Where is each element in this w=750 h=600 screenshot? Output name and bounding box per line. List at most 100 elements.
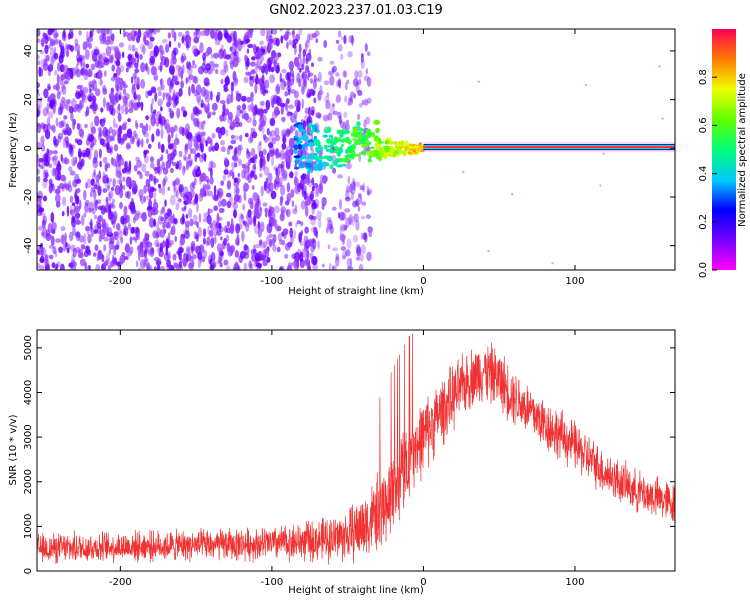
- spectrogram-cell: [218, 223, 222, 229]
- spectrogram-cell: [158, 45, 162, 54]
- spectrogram-cell: [366, 135, 371, 139]
- spectrogram-cell: [373, 119, 381, 125]
- spectrogram-cell: [52, 124, 56, 133]
- spectrogram-cell: [144, 149, 150, 154]
- spectrogram-cell: [313, 74, 317, 82]
- spectrogram-cell: [168, 107, 172, 113]
- spectrogram-cell: [293, 229, 296, 240]
- spectrogram-cell: [293, 38, 299, 45]
- spectrogram-cell: [153, 175, 157, 186]
- spectrogram-cell: [309, 78, 314, 84]
- spectrogram-cell: [243, 244, 248, 251]
- spectrogram-cell: [136, 101, 142, 108]
- spectrogram-cell: [286, 29, 290, 35]
- snr-y-label: SNR (10 * v/v): [8, 414, 19, 485]
- spectrogram-cell: [39, 258, 45, 264]
- spectrogram-cell: [159, 216, 165, 222]
- spectrogram-cell: [299, 161, 305, 166]
- spectrogram-cell: [262, 259, 268, 267]
- spectrogram-cell: [64, 232, 67, 243]
- spectrogram-y-label: Frequency (Hz): [8, 112, 19, 188]
- spectrogram-cell: [263, 63, 267, 69]
- spectrogram-cell: [259, 141, 262, 146]
- spectrogram-cell: [153, 45, 159, 57]
- spectrogram-cell: [353, 93, 356, 99]
- spectrogram-cell: [166, 123, 171, 134]
- spectrogram-cell: [243, 245, 250, 256]
- spectrogram-cell: [248, 260, 252, 269]
- spectrogram-cell: [94, 115, 100, 127]
- spectrogram-cell: [41, 231, 45, 237]
- spectrogram-cell: [241, 103, 247, 111]
- spectrogram-cell: [359, 253, 364, 262]
- spectrogram-cell: [54, 32, 59, 38]
- spectrogram-cell: [182, 261, 188, 266]
- spectrogram-cell: [37, 175, 41, 183]
- spectrogram-cell: [108, 177, 113, 183]
- spectrogram-cell: [288, 82, 293, 87]
- spectrogram-cell: [363, 232, 368, 243]
- spectrogram-cell: [175, 74, 179, 85]
- spectrogram-cell: [266, 29, 271, 35]
- spectrogram-cell: [335, 72, 340, 77]
- spectrogram-cell: [37, 29, 41, 37]
- spectrogram-cell: [211, 102, 218, 111]
- spectrogram-cell: [46, 148, 50, 155]
- spectrogram-cell: [38, 207, 45, 213]
- spectrogram-cell: [75, 69, 82, 78]
- spectrogram-cell: [160, 51, 164, 62]
- spectrogram-cell: [246, 150, 251, 160]
- spectrogram-cell: [274, 127, 280, 137]
- spectrogram-cell: [151, 98, 154, 105]
- spectrogram-cell: [119, 201, 123, 210]
- spectrogram-cell: [86, 178, 92, 189]
- spectrogram-cell: [102, 224, 107, 234]
- spectrogram-cell: [167, 232, 171, 243]
- spectrogram-cell: [357, 206, 361, 213]
- spectrogram-cell: [355, 256, 361, 261]
- spectrogram-cell: [97, 185, 101, 190]
- spectrogram-cell: [41, 219, 46, 229]
- spectrogram-cell: [185, 35, 192, 44]
- spectrogram-cell: [191, 63, 197, 69]
- y-tick-label: 4000: [23, 380, 34, 405]
- spectrogram-cell: [37, 249, 40, 255]
- spectrogram-cell: [185, 77, 188, 85]
- spectrogram-cell: [271, 156, 274, 167]
- spectrogram-cell: [88, 207, 92, 214]
- spectrogram-cell: [302, 120, 306, 130]
- spectrogram-cell: [48, 254, 54, 260]
- spectrogram-cell: [239, 134, 243, 142]
- spectrogram-cell: [255, 244, 261, 249]
- spectrogram-cell: [280, 80, 286, 91]
- spectrogram-cell: [337, 212, 341, 219]
- spectrogram-cell: [159, 78, 163, 85]
- spectrogram-cell: [252, 75, 256, 83]
- spectrogram-cell: [217, 30, 223, 41]
- spectrogram-cell: [161, 161, 165, 171]
- spectrogram-cell: [170, 167, 174, 174]
- spectrogram-cell: [346, 238, 352, 249]
- spectrogram-cell: [250, 91, 255, 98]
- spectrogram-cell: [39, 164, 43, 169]
- spectrogram-cell: [332, 103, 335, 108]
- spectrogram-cell: [233, 177, 238, 183]
- spectrogram-cell: [292, 29, 295, 40]
- spectrogram-cell: [157, 164, 162, 176]
- spectrogram-cell: [174, 80, 179, 85]
- spectrogram-cell: [278, 163, 284, 169]
- spectrogram-cell: [347, 266, 354, 270]
- spectrogram-cell: [47, 64, 54, 72]
- spectrogram-cell: [37, 99, 43, 110]
- spectrogram-cell: [291, 200, 295, 208]
- spectrogram-cell: [44, 172, 49, 179]
- spectrogram-cell: [101, 254, 105, 263]
- spectrogram-cell: [413, 145, 419, 149]
- spectrogram-cell: [76, 178, 82, 184]
- spectrogram-cell: [344, 82, 348, 91]
- spectrogram-cell: [226, 265, 231, 270]
- spectrogram-cell: [305, 192, 309, 199]
- spectrogram-cell: [193, 220, 199, 225]
- spectrogram-cell: [229, 246, 234, 256]
- spectrogram-cell: [384, 139, 390, 145]
